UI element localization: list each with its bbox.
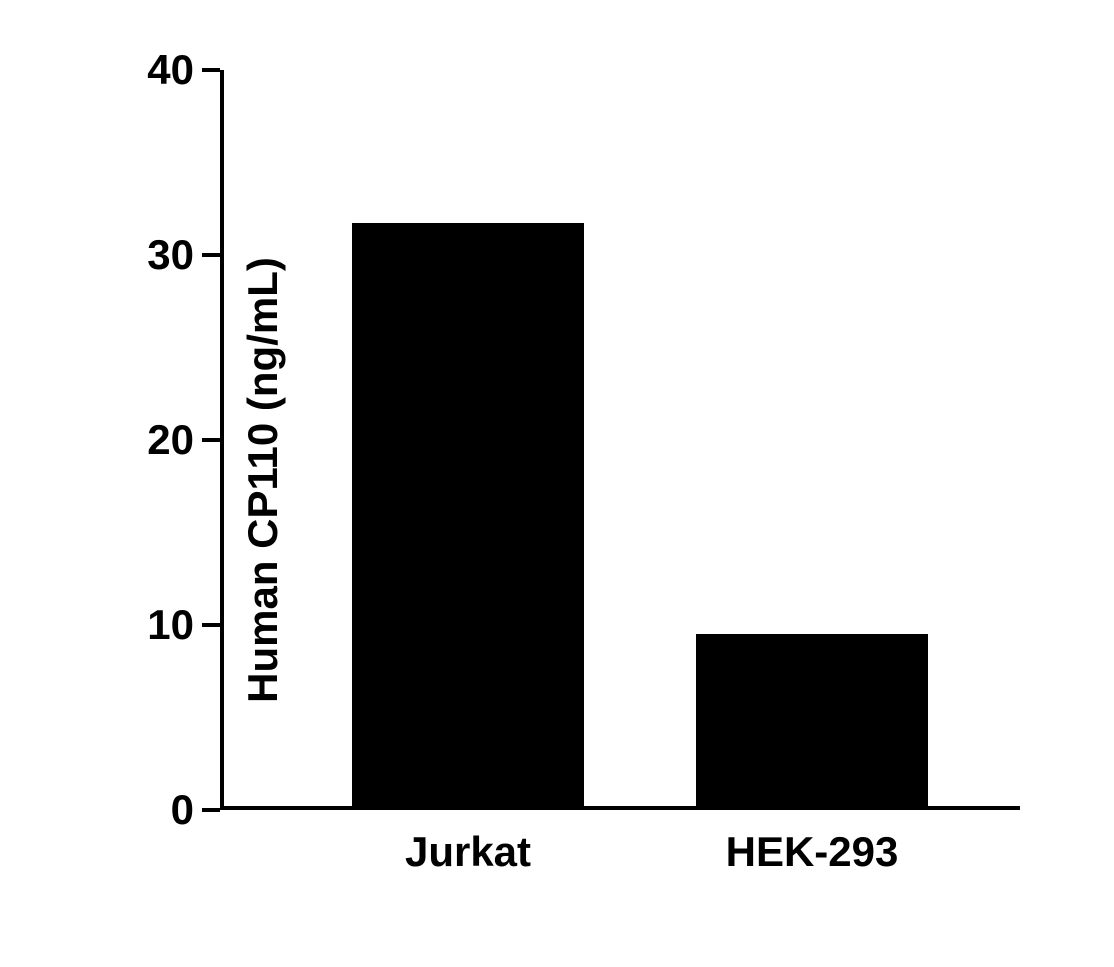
plot-area: 010203040JurkatHEK-293	[220, 70, 1020, 810]
y-axis-line	[220, 70, 224, 810]
y-tick	[202, 438, 220, 442]
y-tick	[202, 623, 220, 627]
x-tick-label: HEK-293	[726, 828, 899, 876]
x-axis-line	[220, 806, 1020, 810]
y-tick	[202, 253, 220, 257]
y-tick-label: 0	[171, 786, 194, 834]
bar	[352, 223, 584, 806]
y-tick	[202, 808, 220, 812]
bar-chart: Human CP110 (ng/mL) 010203040JurkatHEK-2…	[60, 50, 1060, 910]
x-tick-label: Jurkat	[405, 828, 531, 876]
y-tick-label: 30	[147, 231, 194, 279]
y-tick-label: 40	[147, 46, 194, 94]
y-tick-label: 20	[147, 416, 194, 464]
y-tick-label: 10	[147, 601, 194, 649]
y-tick	[202, 68, 220, 72]
bar	[696, 634, 928, 806]
